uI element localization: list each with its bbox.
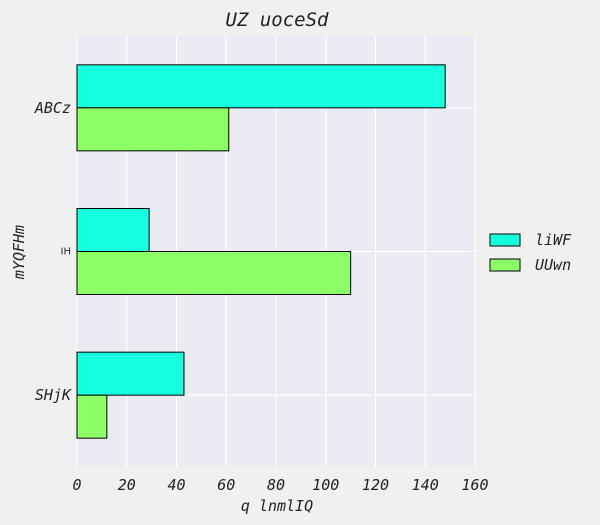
legend: liWF UUwn bbox=[489, 231, 572, 274]
x-tick-label: 0 bbox=[72, 476, 81, 494]
x-axis-label: q lnmlIQ bbox=[241, 497, 313, 515]
bar-UUwn-SHjK bbox=[76, 394, 108, 439]
y-tick-label: SHjK bbox=[35, 386, 72, 404]
legend-swatch-liWF bbox=[489, 233, 521, 247]
y-axis-ticks: ABCz IH SHjK bbox=[34, 99, 72, 404]
bar-liWF-IH bbox=[76, 208, 150, 252]
y-tick-label: ABCz bbox=[34, 99, 71, 117]
x-tick-label: 120 bbox=[362, 476, 389, 494]
x-tick-label: 140 bbox=[412, 476, 439, 494]
legend-label-liWF: liWF bbox=[535, 231, 572, 249]
x-axis-ticks: 0 20 40 60 80 100 120 140 160 bbox=[72, 476, 488, 494]
legend-label-UUwn: UUwn bbox=[535, 256, 571, 274]
x-tick-label: 160 bbox=[461, 476, 488, 494]
x-tick-label: 40 bbox=[167, 476, 185, 494]
bar-UUwn-ABCz bbox=[76, 107, 230, 152]
chart-title: UZ uoceSd bbox=[226, 9, 330, 31]
bar-UUwn-IH bbox=[76, 251, 352, 295]
y-axis-label: mYQFHm bbox=[10, 225, 28, 280]
bar-liWF-SHjK bbox=[76, 351, 185, 396]
bars bbox=[76, 64, 446, 439]
y-tick-label: IH bbox=[61, 247, 71, 258]
x-tick-label: 80 bbox=[267, 476, 285, 494]
bar-liWF-ABCz bbox=[76, 64, 446, 109]
x-tick-label: 60 bbox=[217, 476, 235, 494]
x-tick-label: 100 bbox=[312, 476, 339, 494]
legend-swatch-UUwn bbox=[489, 258, 521, 272]
x-tick-label: 20 bbox=[118, 476, 136, 494]
